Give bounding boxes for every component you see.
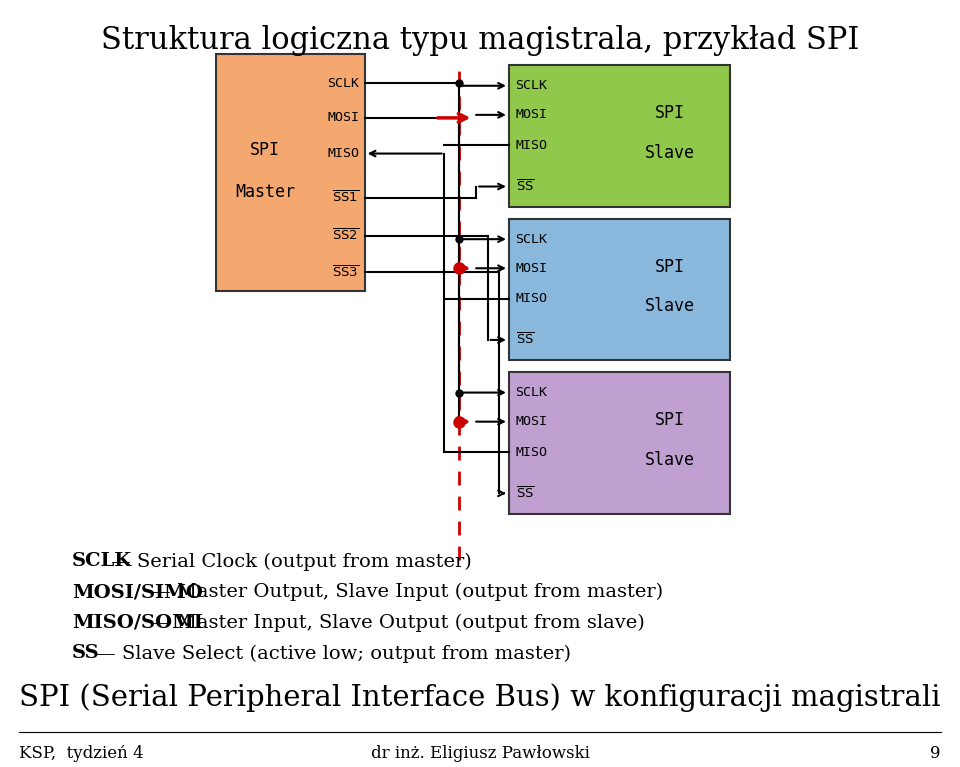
Text: SPI: SPI xyxy=(655,104,685,122)
Text: 9: 9 xyxy=(930,745,941,762)
Text: SCLK: SCLK xyxy=(516,232,547,245)
Text: SPI: SPI xyxy=(655,258,685,275)
Text: Slave: Slave xyxy=(645,298,695,315)
Text: — Master Output, Slave Input (output from master): — Master Output, Slave Input (output fro… xyxy=(145,583,663,601)
Text: MOSI: MOSI xyxy=(516,262,547,275)
Text: $\overline{\mathrm{SS}}$: $\overline{\mathrm{SS}}$ xyxy=(516,486,535,501)
Text: SPI: SPI xyxy=(251,140,280,159)
Text: SCLK: SCLK xyxy=(72,552,132,571)
Text: $\overline{\mathrm{SS}}$: $\overline{\mathrm{SS}}$ xyxy=(516,179,535,194)
Text: $\overline{\mathrm{SS3}}$: $\overline{\mathrm{SS3}}$ xyxy=(332,265,359,280)
Text: MOSI: MOSI xyxy=(516,415,547,428)
FancyBboxPatch shape xyxy=(216,54,365,291)
Text: MISO: MISO xyxy=(516,292,547,305)
Text: MISO/SOMI: MISO/SOMI xyxy=(72,614,203,632)
Text: Struktura logiczna typu magistrala, przykład SPI: Struktura logiczna typu magistrala, przy… xyxy=(101,25,859,55)
Text: MOSI: MOSI xyxy=(516,108,547,121)
Text: dr inż. Eligiusz Pawłowski: dr inż. Eligiusz Pawłowski xyxy=(371,745,589,762)
Text: MISO: MISO xyxy=(516,139,547,152)
Text: — Slave Select (active low; output from master): — Slave Select (active low; output from … xyxy=(89,644,570,663)
FancyBboxPatch shape xyxy=(509,65,730,207)
Text: — Master Input, Slave Output (output from slave): — Master Input, Slave Output (output fro… xyxy=(145,614,644,632)
Text: SCLK: SCLK xyxy=(516,79,547,92)
FancyBboxPatch shape xyxy=(509,372,730,514)
Text: $\overline{\mathrm{SS2}}$: $\overline{\mathrm{SS2}}$ xyxy=(332,228,359,243)
Text: Slave: Slave xyxy=(645,144,695,162)
Text: MOSI/SIMO: MOSI/SIMO xyxy=(72,583,203,601)
Text: SPI (Serial Peripheral Interface Bus) w konfiguracji magistrali: SPI (Serial Peripheral Interface Bus) w … xyxy=(19,683,941,713)
Text: KSP,  tydzień 4: KSP, tydzień 4 xyxy=(19,745,144,762)
FancyBboxPatch shape xyxy=(509,219,730,360)
Text: $\overline{\mathrm{SS}}$: $\overline{\mathrm{SS}}$ xyxy=(516,332,535,347)
Text: SPI: SPI xyxy=(655,411,685,429)
Text: — Serial Clock (output from master): — Serial Clock (output from master) xyxy=(106,552,472,571)
Text: Slave: Slave xyxy=(645,451,695,469)
Text: Master: Master xyxy=(235,183,295,201)
Text: MISO: MISO xyxy=(516,446,547,459)
Text: MISO: MISO xyxy=(327,147,359,160)
Text: $\overline{\mathrm{SS1}}$: $\overline{\mathrm{SS1}}$ xyxy=(332,190,359,206)
Text: MOSI: MOSI xyxy=(327,111,359,124)
Text: SS: SS xyxy=(72,644,100,663)
Text: SCLK: SCLK xyxy=(327,77,359,90)
Text: SCLK: SCLK xyxy=(516,386,547,399)
